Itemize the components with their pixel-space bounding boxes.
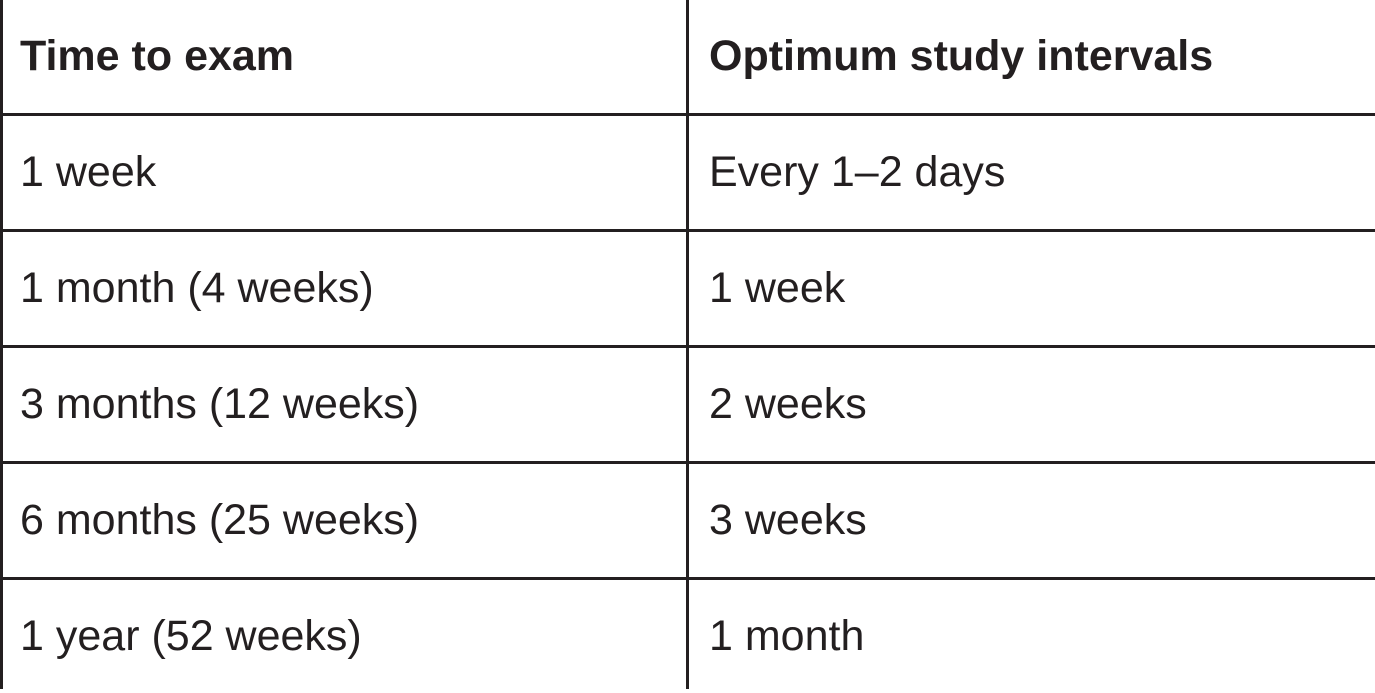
cell-text: 1 week [20,148,157,196]
time-to-exam-cell: 1 year (52 weeks) [20,580,680,693]
study-interval-cell: Every 1–2 days [709,116,1369,229]
time-to-exam-cell: 1 month (4 weeks) [20,232,680,345]
cell-text: 3 weeks [709,496,867,544]
row-divider [0,461,1375,464]
header-label: Optimum study intervals [709,32,1214,80]
row-divider [0,113,1375,116]
time-to-exam-cell: 1 week [20,116,680,229]
time-to-exam-cell: 3 months (12 weeks) [20,348,680,461]
header-time-to-exam: Time to exam [20,0,680,113]
study-interval-cell: 2 weeks [709,348,1369,461]
cell-text: 1 month (4 weeks) [20,264,374,312]
cell-text: Every 1–2 days [709,148,1006,196]
header-label: Time to exam [20,32,295,80]
table-left-border [0,0,3,689]
cell-text: 1 year (52 weeks) [20,612,362,660]
study-interval-cell: 1 month [709,580,1369,693]
cell-text: 3 months (12 weeks) [20,380,420,428]
cell-text: 6 months (25 weeks) [20,496,420,544]
study-interval-cell: 1 week [709,232,1369,345]
row-divider [0,577,1375,580]
cell-text: 2 weeks [709,380,867,428]
study-interval-cell: 3 weeks [709,464,1369,577]
row-divider [0,229,1375,232]
cell-text: 1 week [709,264,846,312]
cell-text: 1 month [709,612,865,660]
time-to-exam-cell: 6 months (25 weeks) [20,464,680,577]
row-divider [0,345,1375,348]
table-column-divider [686,0,689,689]
header-optimum-study-intervals: Optimum study intervals [709,0,1369,113]
